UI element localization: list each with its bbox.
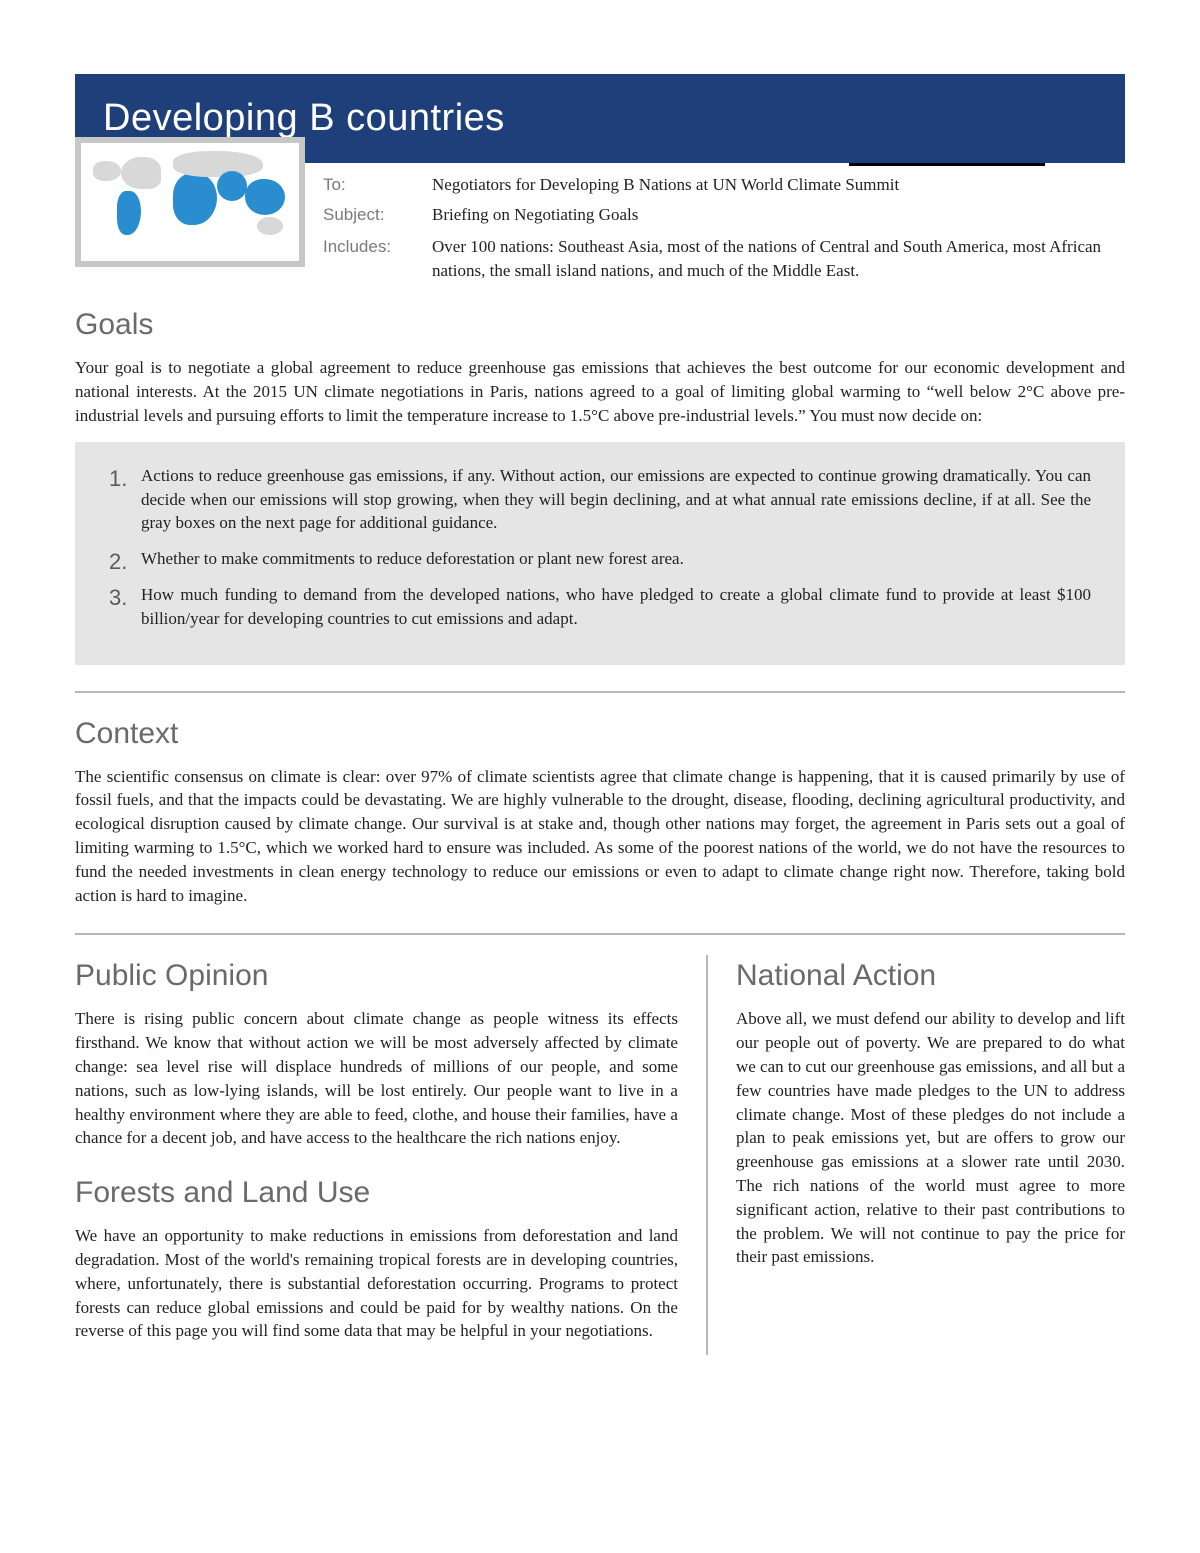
forests-heading: Forests and Land Use bbox=[75, 1172, 678, 1214]
meta-subject-label: Subject: bbox=[323, 203, 418, 227]
decisions-box: Actions to reduce greenhouse gas emissio… bbox=[75, 442, 1125, 665]
world-map-icon bbox=[75, 137, 305, 267]
decision-item-1: Actions to reduce greenhouse gas emissio… bbox=[109, 464, 1091, 535]
public-opinion-body: There is rising public concern about cli… bbox=[75, 1007, 678, 1150]
divider bbox=[75, 691, 1125, 693]
forests-body: We have an opportunity to make reduction… bbox=[75, 1224, 678, 1343]
context-body: The scientific consensus on climate is c… bbox=[75, 765, 1125, 908]
meta-to-label: To: bbox=[323, 173, 418, 197]
national-action-body: Above all, we must defend our ability to… bbox=[736, 1007, 1125, 1269]
goals-intro: Your goal is to negotiate a global agree… bbox=[75, 356, 1125, 427]
meta-includes-label: Includes: bbox=[323, 235, 418, 283]
goals-heading: Goals bbox=[75, 304, 1125, 346]
decision-item-2: Whether to make commitments to reduce de… bbox=[109, 547, 1091, 571]
national-action-heading: National Action bbox=[736, 955, 1125, 997]
context-heading: Context bbox=[75, 713, 1125, 755]
public-opinion-heading: Public Opinion bbox=[75, 955, 678, 997]
meta-subject-value: Briefing on Negotiating Goals bbox=[432, 203, 1125, 227]
decision-item-3: How much funding to demand from the deve… bbox=[109, 583, 1091, 631]
meta-to-value: Negotiators for Developing B Nations at … bbox=[432, 173, 1125, 197]
divider bbox=[75, 933, 1125, 935]
meta-includes-value: Over 100 nations: Southeast Asia, most o… bbox=[432, 235, 1125, 283]
briefing-meta: To: Negotiators for Developing B Nations… bbox=[323, 173, 1125, 288]
